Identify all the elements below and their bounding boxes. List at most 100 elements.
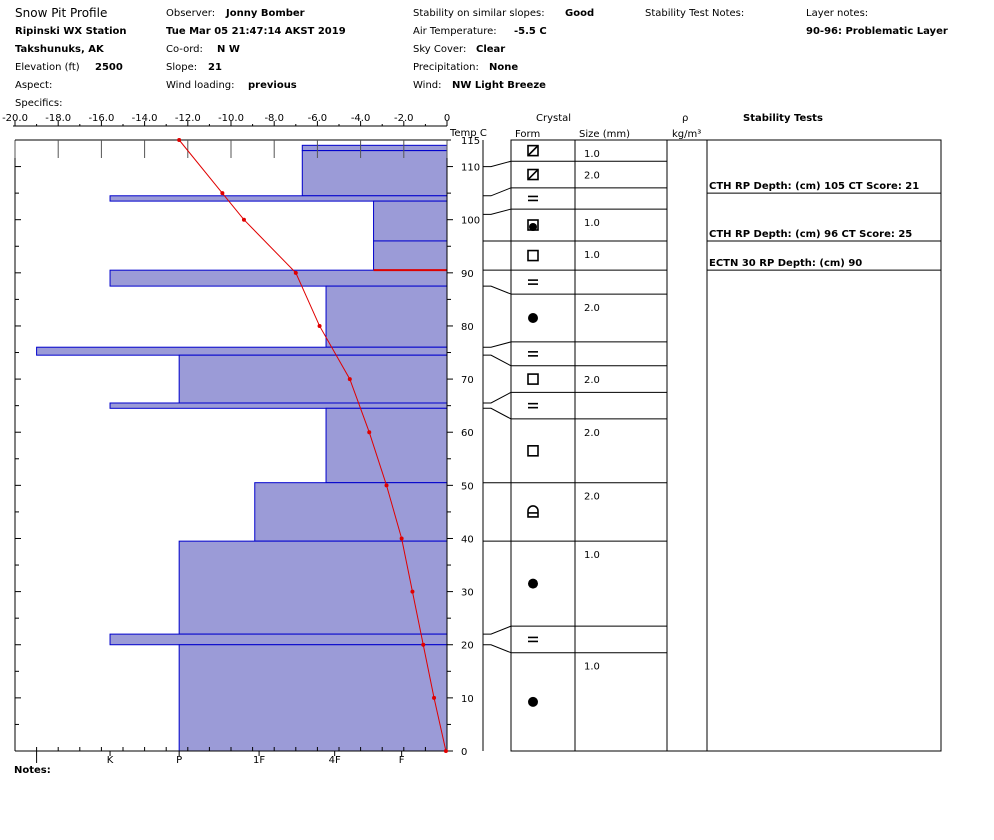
column-headers: Crystal Form Size (mm) ρ kg/m³ Stability… (449, 113, 823, 140)
wind-loading-label: Wind loading: (166, 80, 235, 91)
layer-connector (483, 354, 512, 367)
layer-connector (483, 187, 512, 197)
temp-tick-label: -6.0 (308, 113, 328, 124)
hardness-tick-label: K (107, 755, 114, 766)
arch-outline (527, 505, 539, 518)
sky-cover-value: Clear (476, 44, 506, 55)
density-header: ρ (682, 113, 688, 124)
stability-tests-header: Stability Tests (743, 113, 823, 124)
observer-value: Jonny Bomber (226, 8, 305, 19)
depth-tick-label: 30 (461, 588, 474, 599)
temperature-profile (177, 138, 448, 753)
depth-tick-label: 115 (461, 136, 480, 147)
density-unit: kg/m³ (672, 129, 701, 140)
crystal-form-crust-icon (528, 402, 538, 409)
temp-axis-label: Temp C (449, 128, 487, 139)
hardness-bar (109, 402, 448, 409)
square-outline (527, 144, 539, 157)
form-header: Form (515, 129, 540, 140)
temperature-point (399, 536, 404, 541)
air-temp-label: Air Temperature: (413, 26, 497, 37)
temperature-point (367, 430, 372, 435)
depth-tick-label: 50 (461, 481, 474, 492)
temperature-point (177, 138, 182, 142)
precipitation-value: None (489, 62, 519, 73)
temperature-point (384, 483, 389, 488)
hardness-bar (301, 150, 448, 197)
depth-tick-label: 60 (461, 428, 474, 439)
hardness-bar (254, 482, 448, 542)
depth-tick-label: 80 (461, 322, 474, 333)
crystal-size: 2.0 (584, 303, 600, 314)
hardness-bar (373, 200, 448, 242)
temperature-point (410, 589, 415, 594)
hardness-bar (325, 285, 448, 348)
hardness-bar (109, 269, 448, 287)
crystal-size: 2.0 (584, 428, 600, 439)
hardness-tick-label: 4F (329, 755, 341, 766)
hardness-layers (36, 144, 448, 752)
notes-label: Notes: (14, 765, 51, 776)
slope-label: Slope: (166, 62, 198, 73)
layer-notes-value: 90-96: Problematic Layer (806, 26, 948, 37)
stability-test-label: CTH RP Depth: (cm) 96 CT Score: 25 (709, 229, 912, 240)
depth-tick-label: 20 (461, 641, 474, 652)
filled-circle (529, 223, 537, 232)
layer-connector (483, 341, 512, 348)
hardness-bar (301, 144, 448, 152)
depth-tick-label: 110 (461, 163, 480, 174)
layer-connector (483, 391, 512, 404)
temperature-point (220, 191, 225, 196)
crystal-form-crust-icon (528, 279, 538, 285)
specifics-label: Specifics: (15, 98, 63, 109)
crystal-form-rounded-faceted-icon (527, 219, 539, 232)
crystal-header: Crystal (536, 113, 571, 124)
temperature-point (293, 270, 298, 275)
hardness-bar (373, 240, 448, 271)
layer-table-border (510, 139, 942, 752)
crystal-form-rounded-icon (528, 578, 538, 589)
depth-axis: 0 10 20 30 40 50 60 70 80 90 100 110 115 (15, 136, 484, 758)
temp-tick-label: -12.0 (175, 113, 201, 124)
depth-tick-label: 90 (461, 269, 474, 280)
air-temp-value: -5.5 C (514, 26, 547, 37)
stability-similar-value: Good (565, 8, 595, 19)
hardness-tick-label: P (176, 755, 182, 766)
temp-tick-label: -16.0 (88, 113, 114, 124)
temp-tick-label: -18.0 (45, 113, 71, 124)
crystal-form-faceted-square-icon (527, 373, 539, 385)
crystal-size: 1.0 (584, 218, 600, 229)
temp-tick-label: -20.0 (2, 113, 28, 124)
datetime: Tue Mar 05 21:47:14 AKST 2019 (166, 26, 346, 37)
crystal-size: 2.0 (584, 170, 600, 181)
stability-test-label: ECTN 30 RP Depth: (cm) 90 (709, 258, 862, 269)
crystal-size: 1.0 (584, 550, 600, 561)
temperature-point (241, 217, 246, 222)
stability-tests: CTH RP Depth: (cm) 105 CT Score: 21 CTH R… (707, 181, 941, 271)
slope-value: 21 (208, 62, 222, 73)
square-outline (527, 445, 539, 457)
layer-connector (483, 285, 512, 295)
stability-test-notes-label: Stability Test Notes: (645, 8, 745, 19)
hardness-bar (36, 346, 448, 356)
observer-label: Observer: (166, 8, 216, 19)
layer-connector (483, 407, 512, 420)
elevation-label: Elevation (ft) (15, 62, 80, 73)
layer-connector (483, 208, 512, 215)
temperature-point (432, 695, 437, 700)
crystal-form-faceted-square-icon (527, 445, 539, 457)
crystal-form-crust-icon (528, 636, 538, 643)
diagonal (527, 168, 539, 181)
crystal-size: 1.0 (584, 250, 600, 261)
layer-notes-label: Layer notes: (806, 8, 869, 19)
crystal-forms: 1.0 2.0 1.0 1.0 2.0 2.0 2.0 2.0 1.0 1.0 (527, 144, 600, 707)
square-outline (527, 249, 539, 262)
wind-value: NW Light Breeze (452, 80, 546, 91)
stability-test-label: CTH RP Depth: (cm) 105 CT Score: 21 (709, 181, 919, 192)
elevation-value: 2500 (95, 62, 123, 73)
crystal-form-rounded-icon (528, 312, 538, 323)
sky-cover-label: Sky Cover: (413, 44, 467, 55)
stability-similar-label: Stability on similar slopes: (413, 8, 545, 19)
depth-tick-label: 40 (461, 534, 474, 545)
filled-circle (528, 578, 538, 589)
